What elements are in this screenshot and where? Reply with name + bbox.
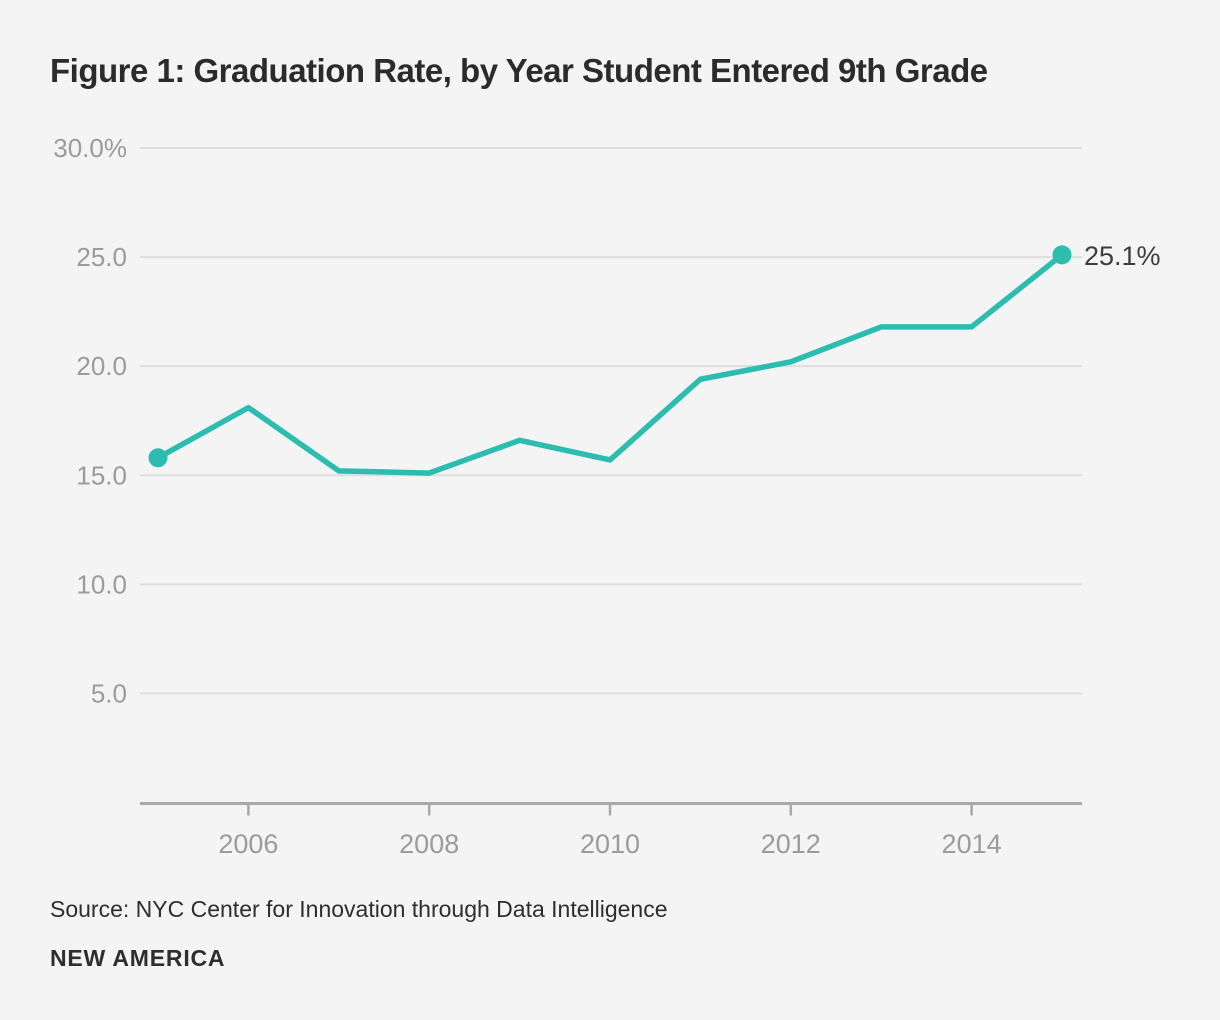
x-tick-label: 2008 bbox=[399, 829, 459, 859]
y-tick-label: 15.0 bbox=[76, 460, 127, 490]
brand-logo: NEW AMERICA bbox=[50, 945, 226, 971]
y-tick-label: 20.0 bbox=[76, 351, 127, 381]
y-tick-label: 25.0 bbox=[76, 242, 127, 272]
figure-title: Figure 1: Graduation Rate, by Year Stude… bbox=[50, 52, 988, 89]
data-point-marker bbox=[148, 448, 168, 468]
y-tick-label: 30.0% bbox=[53, 133, 127, 163]
x-tick-label: 2006 bbox=[218, 829, 278, 859]
x-tick-label: 2012 bbox=[761, 829, 821, 859]
y-tick-label: 10.0 bbox=[76, 569, 127, 599]
end-value-label: 25.1% bbox=[1084, 241, 1161, 271]
data-point-marker bbox=[1052, 245, 1072, 265]
y-tick-label: 5.0 bbox=[91, 678, 127, 708]
x-tick-label: 2010 bbox=[580, 829, 640, 859]
x-tick-label: 2014 bbox=[942, 829, 1002, 859]
trend-line bbox=[155, 252, 1065, 476]
source-note: Source: NYC Center for Innovation throug… bbox=[50, 896, 668, 922]
